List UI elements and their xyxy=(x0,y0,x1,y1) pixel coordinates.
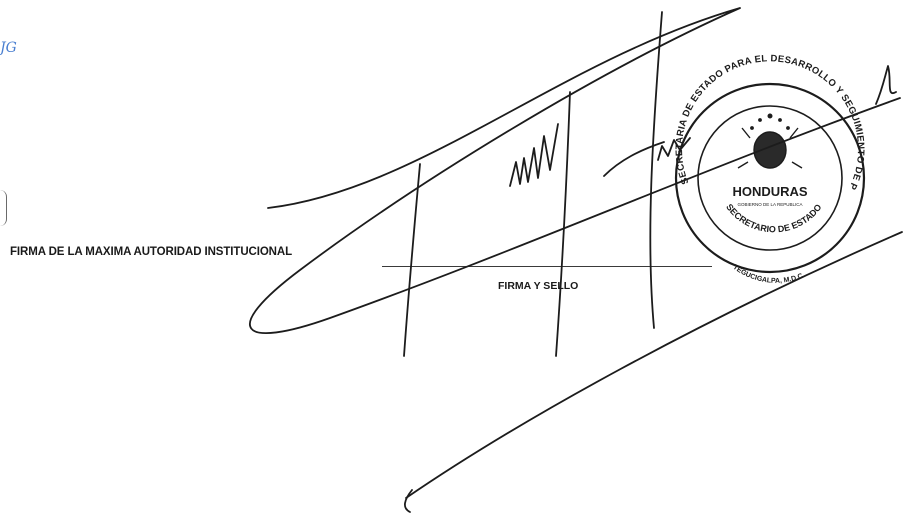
signature-line xyxy=(382,266,712,267)
seal-country: HONDURAS xyxy=(732,184,807,199)
seal-subtitle: GOBIERNO DE LA REPUBLICA xyxy=(737,202,802,207)
coat-of-arms-icon xyxy=(737,113,803,169)
handwritten-initials: JG xyxy=(0,40,17,56)
margin-mark xyxy=(0,190,7,226)
authority-signature-label: FIRMA DE LA MAXIMA AUTORIDAD INSTITUCION… xyxy=(10,246,293,258)
seal-signature-label: FIRMA Y SELLO xyxy=(498,280,579,292)
